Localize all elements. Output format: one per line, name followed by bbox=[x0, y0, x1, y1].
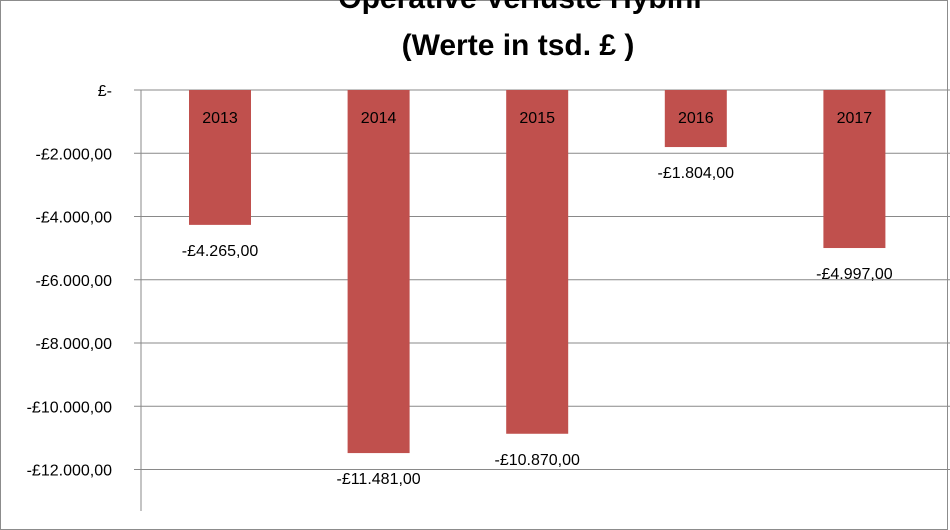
bar-2014 bbox=[347, 90, 410, 454]
y-tick-label: -£10.000,00 bbox=[27, 399, 113, 416]
category-label: 2017 bbox=[837, 110, 873, 127]
y-tick-label: -£2.000,00 bbox=[35, 146, 112, 163]
bar-chart: Operative Verluste Hybini (Werte in tsd.… bbox=[27, 0, 950, 511]
bar-2015 bbox=[506, 90, 569, 434]
category-label: 2014 bbox=[361, 110, 397, 127]
category-label: 2016 bbox=[678, 110, 714, 127]
chart-subtitle: (Werte in tsd. £ ) bbox=[402, 29, 635, 62]
data-labels: 2013 -£4.265,00 2014 -£11.481,00 2015 -£10.87… bbox=[182, 110, 893, 488]
data-label: -£1.804,00 bbox=[658, 165, 735, 182]
bar-2017 bbox=[823, 90, 886, 249]
category-label: 2015 bbox=[519, 110, 555, 127]
y-tick-label: -£6.000,00 bbox=[35, 273, 112, 290]
y-tick-label: -£8.000,00 bbox=[35, 336, 112, 353]
y-axis: £- -£2.000,00 -£4.000,00 -£6.000,00 -£8.000,… bbox=[27, 83, 142, 511]
bar-2013 bbox=[189, 90, 251, 225]
y-tick-label: -£12.000,00 bbox=[27, 463, 113, 480]
y-tick-label: -£4.000,00 bbox=[35, 210, 112, 227]
data-label: -£11.481,00 bbox=[336, 471, 420, 488]
y-tick-label: £- bbox=[98, 83, 112, 100]
data-label: -£4.265,00 bbox=[182, 243, 259, 260]
data-label: -£4.997,00 bbox=[816, 266, 893, 283]
bars bbox=[189, 90, 886, 454]
category-label: 2013 bbox=[202, 110, 238, 127]
chart-title: Operative Verluste Hybini bbox=[338, 0, 701, 15]
data-label: -£10.870,00 bbox=[494, 452, 580, 469]
gridlines bbox=[141, 89, 950, 470]
bar-2016 bbox=[664, 90, 727, 148]
